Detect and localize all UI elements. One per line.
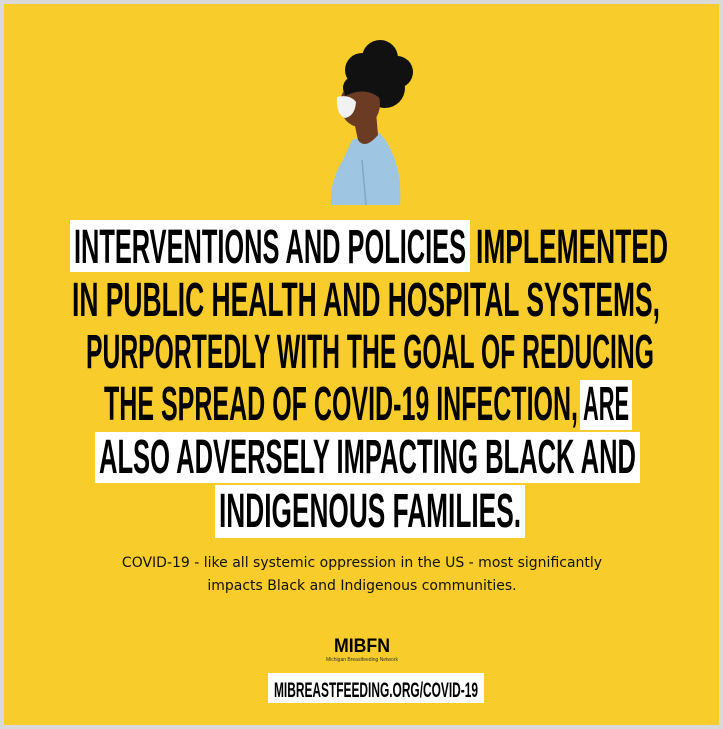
headline-text: IMPLEMENTED — [476, 221, 668, 274]
highlight-box — [215, 485, 525, 538]
headline-text: ARE — [583, 378, 629, 431]
url-text: MIBREASTFEEDING.ORG/COVID-19 — [274, 679, 478, 702]
highlight-box — [70, 220, 470, 272]
illustration — [330, 40, 413, 206]
headline-text: IN PUBLIC HEALTH AND HOSPITAL SYSTEMS, — [72, 274, 660, 327]
headline-text: ALSO ADVERSELY IMPACTING BLACK AND — [99, 431, 636, 484]
logo-tagline: Michigan Breastfeeding Network — [326, 657, 398, 663]
headline-text: INDIGENOUS FAMILIES. — [219, 485, 521, 538]
highlight-box — [580, 380, 632, 430]
logo-name: MIBFN — [334, 636, 390, 657]
headline-text: INTERVENTIONS AND POLICIES — [74, 221, 466, 274]
body-text: impacts Black and Indigenous communities… — [207, 578, 516, 594]
headline-text: THE SPREAD OF COVID-19 INFECTION, — [104, 378, 578, 431]
body-text: COVID-19 - like all systemic oppression … — [122, 555, 602, 571]
headline-text: PURPORTEDLY WITH THE GOAL OF REDUCING — [86, 326, 654, 379]
highlight-box — [95, 432, 640, 483]
url-box — [268, 673, 484, 703]
